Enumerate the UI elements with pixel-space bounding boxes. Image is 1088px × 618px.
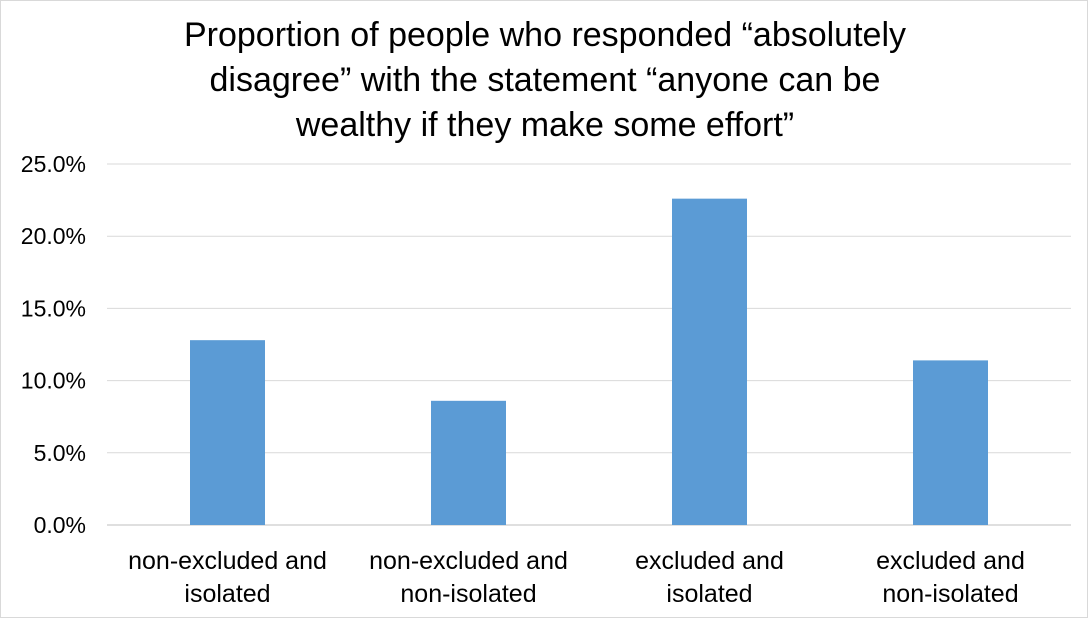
y-tick-label: 5.0%: [34, 440, 86, 466]
bar: [913, 360, 988, 525]
chart-title-line-2: disagree” with the statement “anyone can…: [209, 61, 881, 99]
y-tick-label: 10.0%: [21, 368, 86, 394]
x-tick-label: non-isolated: [400, 580, 536, 608]
y-tick-label: 0.0%: [34, 512, 86, 538]
x-tick-label: excluded and: [876, 547, 1025, 575]
x-tick-label: excluded and: [635, 547, 784, 575]
x-tick-label: non-excluded and: [369, 547, 568, 575]
y-tick-label: 20.0%: [21, 223, 86, 249]
x-tick-label: non-isolated: [882, 580, 1018, 608]
x-tick-label: non-excluded and: [128, 547, 327, 575]
y-tick-label: 15.0%: [21, 295, 86, 321]
bar: [672, 198, 747, 525]
chart-title-line-1: Proportion of people who responded “abso…: [183, 16, 907, 54]
chart-title-line-3: wealthy if they make some effort”: [295, 106, 795, 144]
x-tick-label: isolated: [666, 580, 752, 608]
chart-title: Proportion of people who responded “abso…: [1, 13, 1088, 148]
bar: [431, 400, 506, 525]
bar: [190, 340, 265, 525]
x-tick-label: isolated: [184, 580, 270, 608]
y-tick-label: 25.0%: [21, 151, 86, 177]
